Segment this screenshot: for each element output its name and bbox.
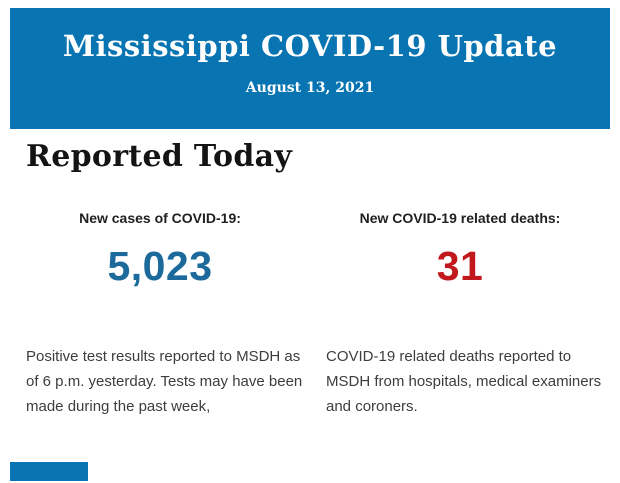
new-cases-value: 5,023 [107,243,213,289]
new-deaths-description: COVID-19 related deaths reported to MSDH… [326,348,602,415]
report-date: August 13, 2021 [245,80,375,96]
new-deaths-label: New COVID-19 related deaths: [359,210,561,226]
new-deaths-value: 31 [436,243,484,289]
section-heading: Reported Today [26,139,293,174]
header-banner: Mississippi COVID-19 Update August 13, 2… [10,8,610,129]
page-title: Mississippi COVID-19 Update [62,29,558,63]
new-cases-description: Positive test results reported to MSDH a… [26,348,303,415]
next-section-banner-sliver [10,462,88,481]
new-cases-label: New cases of COVID-19: [79,210,241,226]
